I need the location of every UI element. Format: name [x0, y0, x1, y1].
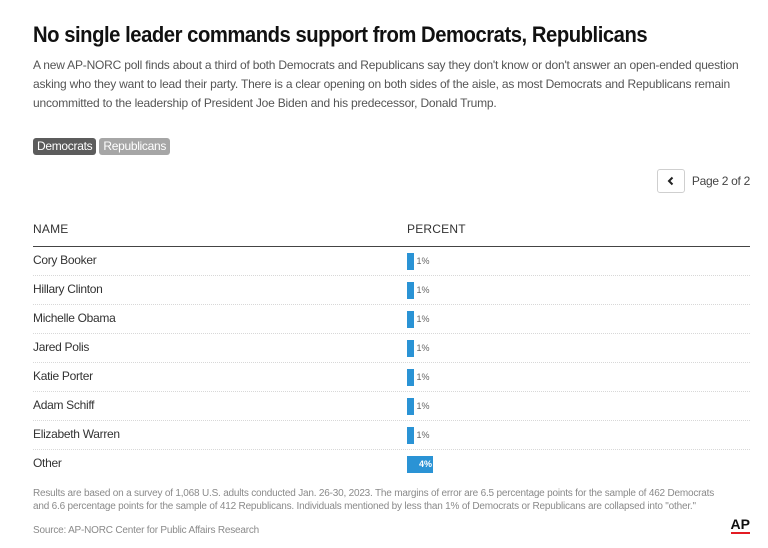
row-name: Michelle Obama — [33, 311, 116, 325]
table-row: Adam Schiff 1% — [33, 392, 750, 421]
bar-value-label: 1% — [416, 256, 430, 266]
row-name: Elizabeth Warren — [33, 427, 120, 441]
column-header-percent: PERCENT — [407, 222, 466, 236]
pagination: Page 2 of 2 — [656, 169, 750, 193]
bar-value-label: 1% — [416, 285, 430, 295]
table-row: Hillary Clinton 1% — [33, 276, 750, 305]
republicans-toggle-button[interactable]: Republicans — [99, 138, 171, 155]
page-indicator: Page 2 of 2 — [691, 174, 750, 188]
table-body: Cory Booker 1% Hillary Clinton 1% Michelle O… — [33, 247, 750, 478]
bar-value-label: 4% — [419, 459, 433, 469]
ap-logo: AP — [730, 516, 750, 534]
chart-title: No single leader commands support from D… — [33, 22, 648, 47]
source-credit: Source: AP-NORC Center for Public Affair… — [33, 525, 260, 536]
row-name: Jared Polis — [33, 340, 90, 354]
row-name: Cory Booker — [33, 253, 97, 267]
table-header: NAME PERCENT — [33, 222, 750, 247]
bar-value-label: 1% — [416, 343, 430, 353]
table-row: Other 4% — [33, 450, 750, 478]
column-header-name: NAME — [33, 222, 69, 236]
democrats-toggle-button[interactable]: Democrats — [33, 138, 97, 155]
bar-value-label: 1% — [416, 314, 430, 324]
bar — [407, 340, 414, 357]
chart-subtitle: A new AP-NORC poll finds about a third o… — [33, 58, 739, 110]
bar-value-label: 1% — [416, 401, 430, 411]
bar — [407, 311, 414, 328]
footnote: Results are based on a survey of 1,068 U… — [33, 488, 715, 512]
bar-value-label: 1% — [416, 372, 430, 382]
bar — [407, 456, 433, 473]
chart-container: No single leader commands support from D… — [33, 0, 750, 548]
bar-value-label: 1% — [416, 430, 430, 440]
bar — [407, 398, 414, 415]
row-name: Other — [33, 456, 62, 470]
table-row: Jared Polis 1% — [33, 334, 750, 363]
table-row: Cory Booker 1% — [33, 247, 750, 276]
table-row: Elizabeth Warren 1% — [33, 421, 750, 450]
chevron-left-icon — [667, 176, 674, 186]
table-row: Michelle Obama 1% — [33, 305, 750, 334]
bar — [407, 369, 414, 386]
table-row: Katie Porter 1% — [33, 363, 750, 392]
bar — [407, 253, 414, 270]
bar — [407, 427, 414, 444]
bar — [407, 282, 414, 299]
row-name: Adam Schiff — [33, 398, 95, 412]
row-name: Katie Porter — [33, 369, 93, 383]
party-toggle: Democrats Republicans — [33, 138, 171, 155]
row-name: Hillary Clinton — [33, 282, 103, 296]
previous-page-button[interactable] — [656, 169, 685, 193]
